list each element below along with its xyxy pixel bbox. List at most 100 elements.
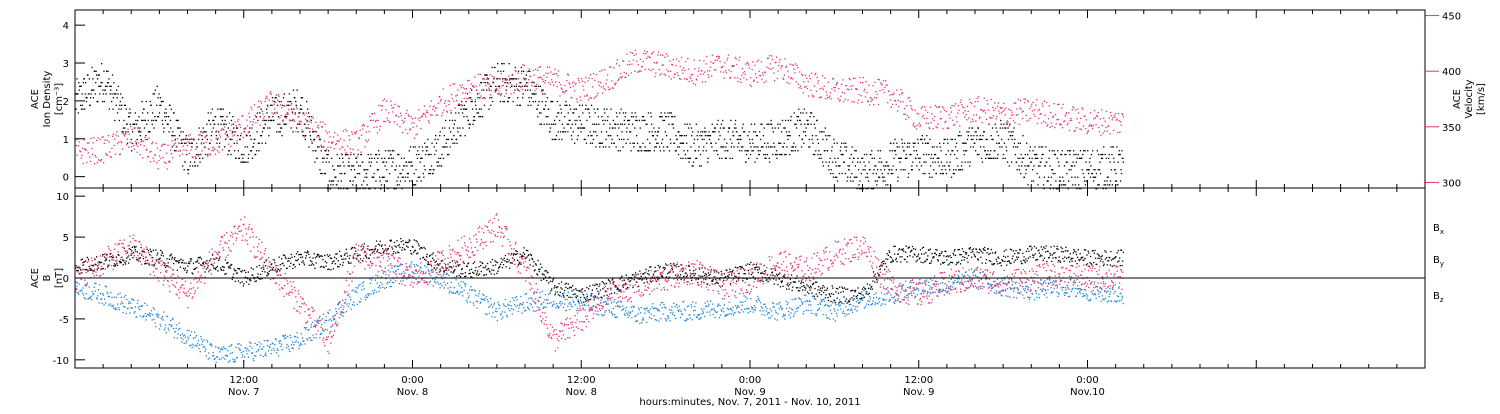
data-point bbox=[440, 270, 442, 272]
data-point bbox=[563, 92, 565, 94]
data-point bbox=[933, 119, 935, 122]
data-point bbox=[1107, 176, 1109, 178]
data-point bbox=[377, 169, 379, 171]
data-point bbox=[381, 157, 383, 159]
data-point bbox=[172, 135, 174, 137]
data-point bbox=[855, 88, 857, 90]
data-point bbox=[151, 143, 153, 145]
data-point bbox=[362, 161, 364, 163]
data-point bbox=[651, 52, 653, 54]
data-point bbox=[427, 112, 429, 114]
data-point bbox=[1070, 165, 1072, 167]
data-point bbox=[199, 256, 201, 258]
data-point bbox=[631, 274, 634, 276]
data-point bbox=[124, 132, 126, 135]
data-point bbox=[267, 106, 269, 108]
data-point bbox=[467, 80, 469, 82]
data-point bbox=[488, 270, 491, 272]
data-point bbox=[516, 83, 518, 85]
data-point bbox=[675, 150, 677, 152]
data-point bbox=[152, 119, 155, 122]
data-point bbox=[126, 251, 129, 254]
data-point bbox=[953, 172, 955, 175]
data-point bbox=[479, 261, 481, 263]
data-point bbox=[483, 81, 485, 84]
data-point bbox=[569, 108, 572, 110]
data-point bbox=[665, 276, 667, 278]
data-point bbox=[166, 116, 168, 118]
data-point bbox=[826, 138, 828, 141]
data-point bbox=[996, 142, 998, 144]
data-point bbox=[77, 269, 79, 272]
data-point bbox=[115, 256, 117, 258]
data-point bbox=[195, 261, 197, 263]
data-point bbox=[955, 142, 958, 144]
data-point bbox=[425, 255, 428, 258]
data-point bbox=[200, 258, 203, 260]
data-point bbox=[95, 82, 97, 84]
data-point bbox=[336, 140, 338, 142]
data-point bbox=[153, 127, 155, 129]
data-point bbox=[586, 295, 589, 297]
data-point bbox=[375, 119, 377, 122]
data-point bbox=[279, 104, 282, 106]
data-point bbox=[1070, 169, 1072, 171]
data-point bbox=[453, 100, 455, 102]
data-point bbox=[214, 148, 216, 151]
data-point bbox=[86, 269, 88, 271]
data-point bbox=[979, 138, 981, 141]
data-point bbox=[957, 135, 959, 137]
data-point bbox=[560, 287, 562, 289]
data-point bbox=[670, 142, 672, 144]
data-point bbox=[417, 150, 419, 152]
data-point bbox=[764, 157, 766, 159]
data-point bbox=[306, 250, 309, 252]
data-point bbox=[517, 259, 519, 261]
data-point bbox=[647, 150, 649, 152]
data-point bbox=[424, 169, 426, 171]
data-point bbox=[1042, 184, 1045, 186]
data-point bbox=[282, 97, 285, 99]
data-point bbox=[744, 273, 746, 275]
data-point bbox=[557, 286, 559, 288]
data-point bbox=[551, 81, 553, 83]
data-point bbox=[472, 119, 475, 122]
data-point bbox=[552, 277, 555, 280]
data-point bbox=[318, 146, 320, 148]
data-point bbox=[881, 172, 883, 175]
data-point bbox=[887, 90, 890, 92]
data-point bbox=[464, 88, 466, 90]
data-point bbox=[212, 150, 214, 152]
data-point bbox=[423, 105, 426, 107]
data-point bbox=[642, 142, 644, 144]
data-point bbox=[592, 72, 595, 75]
data-point bbox=[1025, 172, 1027, 175]
data-point bbox=[679, 274, 682, 276]
data-point bbox=[687, 57, 689, 60]
data-point bbox=[211, 108, 213, 110]
data-point bbox=[990, 135, 992, 137]
data-point bbox=[127, 128, 129, 130]
data-point bbox=[408, 239, 410, 241]
data-point bbox=[488, 89, 491, 91]
data-point bbox=[978, 96, 980, 98]
data-point bbox=[927, 142, 929, 144]
data-point bbox=[312, 150, 314, 152]
data-point bbox=[97, 137, 99, 139]
data-point bbox=[1071, 165, 1073, 167]
data-point bbox=[1057, 118, 1059, 121]
data-point bbox=[762, 72, 764, 74]
data-point bbox=[291, 119, 293, 122]
data-point bbox=[816, 119, 818, 122]
data-point bbox=[82, 82, 84, 84]
data-point bbox=[99, 261, 101, 263]
data-point bbox=[583, 89, 585, 91]
data-point bbox=[435, 114, 437, 116]
data-point bbox=[949, 161, 951, 163]
data-point bbox=[508, 63, 510, 65]
data-point bbox=[146, 148, 148, 150]
data-point bbox=[496, 78, 498, 80]
data-point bbox=[595, 283, 597, 285]
data-point bbox=[244, 127, 247, 129]
data-point bbox=[969, 165, 971, 167]
